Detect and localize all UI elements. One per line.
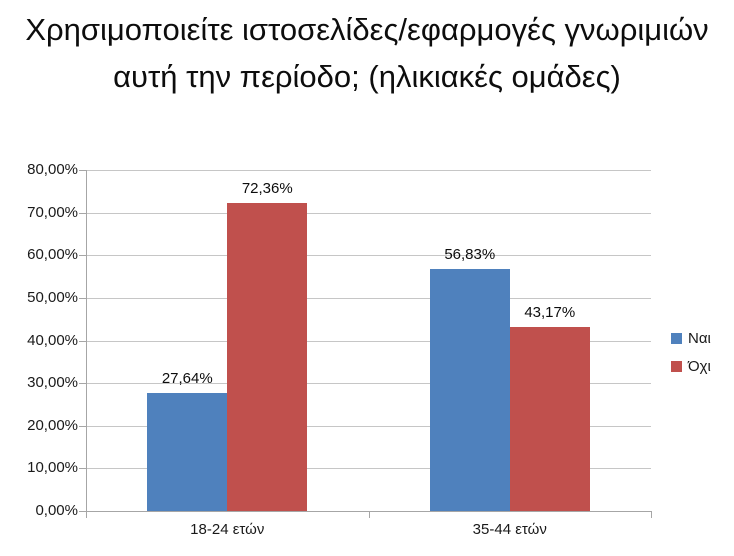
- category-label-35-44 ετών: 35-44 ετών: [472, 521, 547, 538]
- legend-label: Ναι: [688, 329, 711, 347]
- y-axis-tick-label: 80,00%: [27, 161, 78, 178]
- bar-Όχι-18-24 ετών: [227, 202, 308, 511]
- y-axis-tick-mark: [79, 468, 86, 470]
- y-axis-tick-label: 50,00%: [27, 288, 78, 306]
- y-axis-tick-mark: [79, 511, 86, 512]
- y-axis-tick-label: 0,00%: [35, 502, 78, 519]
- legend: Ναι Όχι: [671, 329, 711, 385]
- y-axis-tick-mark: [79, 255, 86, 257]
- y-axis-tick-mark: [79, 383, 86, 385]
- gridline: [86, 255, 651, 257]
- data-label-Ναι-35-44 ετών: 56,83%: [444, 245, 496, 263]
- y-axis-tick-label: 70,00%: [27, 203, 78, 221]
- gridline: [86, 212, 651, 214]
- bar-Ναι-18-24 ετών: [147, 393, 228, 511]
- data-label-Όχι-35-44 ετών: 43,17%: [524, 304, 576, 321]
- y-axis-tick-mark: [79, 297, 86, 299]
- x-axis-tick-mark: [651, 512, 652, 518]
- gridline: [86, 340, 651, 342]
- data-label-Ναι-18-24 ετών: 27,64%: [161, 370, 213, 388]
- bar-Όχι-35-44 ετών: [509, 327, 590, 511]
- data-label-Όχι-18-24 ετών: 72,36%: [241, 179, 293, 197]
- gridline: [86, 468, 651, 470]
- y-axis-tick-mark: [79, 212, 86, 214]
- x-axis-line: [86, 511, 652, 512]
- bar-Ναι-35-44 ετών: [429, 268, 510, 511]
- legend-marker-icon: [671, 332, 682, 344]
- y-axis-tick-label: 60,00%: [27, 246, 78, 264]
- y-axis-line: [86, 170, 87, 512]
- y-axis-tick-label: 30,00%: [27, 374, 78, 392]
- y-axis-tick-label: 20,00%: [27, 416, 78, 434]
- y-axis-tick-mark: [79, 170, 86, 171]
- legend-label: Όχι: [688, 357, 711, 375]
- y-axis-tick-mark: [79, 340, 86, 342]
- x-axis-tick-mark: [368, 512, 370, 518]
- gridline: [86, 170, 651, 171]
- category-label-18-24 ετών: 18-24 ετών: [190, 521, 265, 538]
- y-axis-tick-mark: [79, 425, 86, 427]
- y-axis-tick-label: 10,00%: [27, 459, 78, 477]
- legend-item-Ναι: Ναι: [671, 329, 711, 347]
- legend-marker-icon: [671, 360, 682, 372]
- gridline: [86, 297, 651, 299]
- chart-title: Χρησιμοποιείτε ιστοσελίδες/εφαρμογές γνω…: [25, 12, 709, 94]
- x-axis-tick-mark: [86, 512, 87, 518]
- y-axis-tick-label: 40,00%: [27, 331, 78, 349]
- plot-area: 27,64% 72,36% 56,83% 43,17%: [86, 170, 651, 511]
- gridline: [86, 425, 651, 427]
- legend-item-Όχι: Όχι: [671, 357, 711, 375]
- gridline: [86, 383, 651, 385]
